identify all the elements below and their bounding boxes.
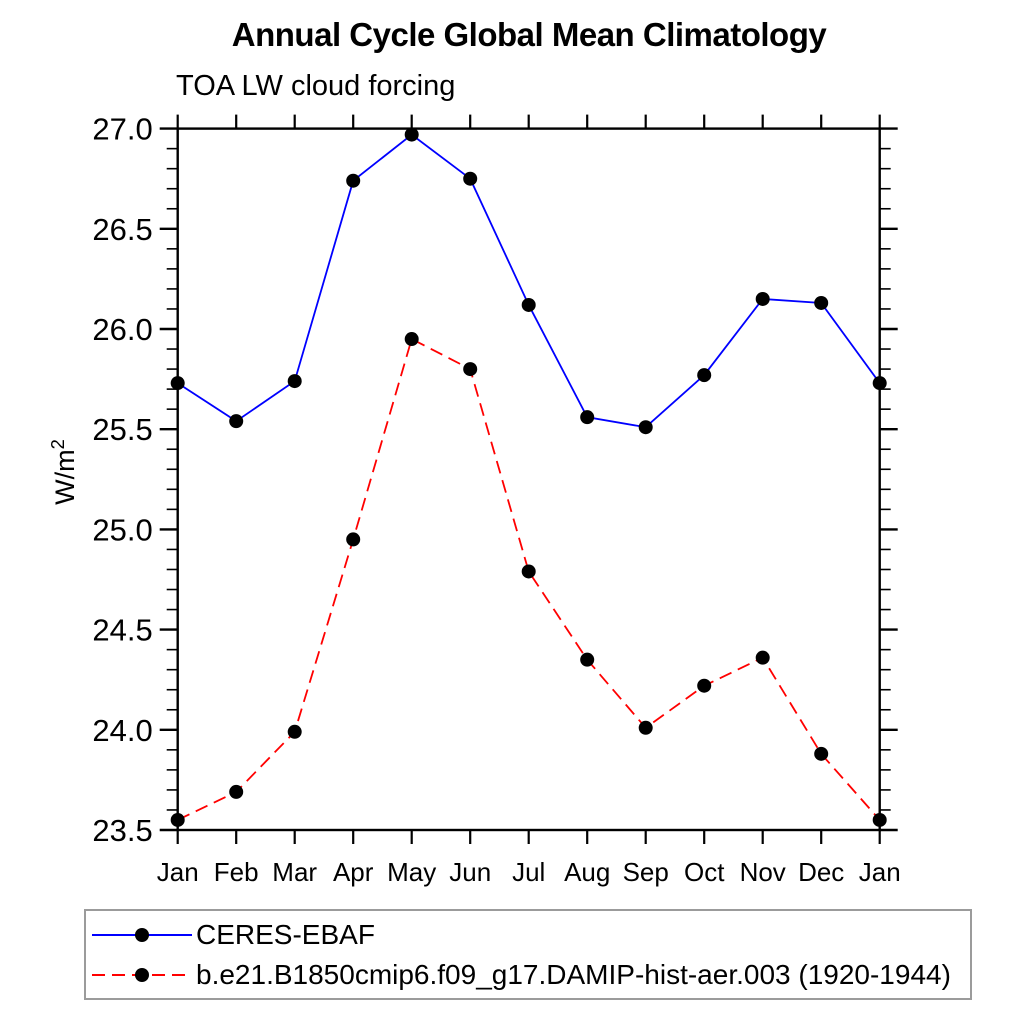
series-line-0: [177, 133, 881, 429]
x-axis-tick-label: May: [387, 857, 436, 887]
data-point-marker-series-1: [287, 724, 302, 739]
data-point-marker-series-0: [170, 376, 185, 391]
x-axis-tick-label: Aug: [564, 857, 610, 887]
data-point-marker-series-0: [872, 376, 887, 391]
x-axis-tick-label: Jun: [449, 857, 491, 887]
x-axis-tick-label: Jul: [512, 857, 545, 887]
legend-box: CERES-EBAF b.e21.B1850cmip6.f09_g17.DAMI…: [84, 909, 972, 1000]
legend-label-model: b.e21.B1850cmip6.f09_g17.DAMIP-hist-aer.…: [196, 958, 951, 990]
legend-marker-ceres: [135, 927, 149, 942]
data-point-marker-series-1: [463, 362, 478, 377]
y-axis-tick-label: 25.5: [92, 412, 152, 447]
x-axis-tick-label: Jan: [157, 857, 199, 887]
y-axis-tick-label: 27.0: [92, 112, 152, 147]
data-point-marker-series-0: [814, 295, 829, 310]
data-point-marker-series-0: [580, 410, 595, 425]
legend-entry-model: b.e21.B1850cmip6.f09_g17.DAMIP-hist-aer.…: [90, 958, 970, 990]
legend-label-ceres: CERES-EBAF: [196, 918, 375, 950]
chart-title: Annual Cycle Global Mean Climatology: [231, 16, 827, 53]
data-point-marker-series-1: [346, 532, 361, 547]
x-axis-tick-label: Dec: [798, 857, 844, 887]
x-axis-tick-label: Nov: [740, 857, 786, 887]
data-point-marker-series-1: [638, 720, 653, 735]
chart-subtitle: TOA LW cloud forcing: [176, 70, 456, 102]
x-axis-tick-label: Apr: [333, 857, 374, 887]
y-axis-tick-label: 26.0: [92, 312, 152, 347]
data-point-marker-series-0: [404, 127, 419, 142]
data-point-marker-series-1: [580, 652, 595, 667]
data-point-marker-series-1: [170, 812, 185, 827]
data-point-marker-series-1: [814, 746, 829, 761]
data-point-marker-series-1: [872, 812, 887, 827]
data-point-marker-series-1: [521, 564, 536, 579]
data-point-marker-series-0: [463, 171, 478, 186]
data-point-marker-series-0: [638, 420, 653, 435]
y-axis-tick-label: 24.5: [92, 613, 152, 648]
y-axis-tick-label: 26.5: [92, 212, 152, 247]
legend-line-sample-model: [92, 967, 192, 982]
data-point-marker-series-1: [404, 332, 419, 347]
data-point-marker-series-0: [346, 173, 361, 188]
data-point-marker-series-0: [697, 368, 712, 383]
series-line-1: [177, 337, 881, 821]
x-axis-tick-label: Mar: [272, 857, 317, 887]
data-point-marker-series-0: [229, 414, 244, 429]
x-axis-tick-label: Jan: [859, 857, 901, 887]
data-point-marker-series-1: [755, 650, 770, 665]
data-point-marker-series-0: [521, 297, 536, 312]
x-axis-tick-label: Feb: [214, 857, 259, 887]
y-axis-tick-label: 24.0: [92, 713, 152, 748]
data-point-marker-series-1: [697, 678, 712, 693]
legend-entry-ceres: CERES-EBAF: [90, 918, 970, 950]
legend-marker-model: [135, 967, 149, 982]
plot-frame: [176, 127, 881, 832]
data-point-marker-series-0: [287, 374, 302, 389]
y-axis-tick-label: 23.5: [92, 813, 152, 848]
legend-line-sample-ceres: [92, 927, 192, 942]
x-axis-tick-label: Oct: [684, 857, 725, 887]
x-axis-tick-label: Sep: [623, 857, 669, 887]
data-point-marker-series-1: [229, 784, 244, 799]
data-point-marker-series-0: [755, 291, 770, 306]
y-axis-tick-label: 25.0: [92, 512, 152, 547]
